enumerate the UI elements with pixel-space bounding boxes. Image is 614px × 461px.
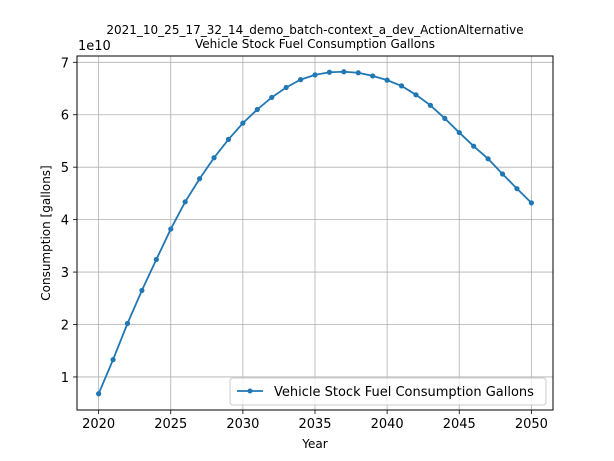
x-tick-label: 2025 — [154, 417, 187, 432]
x-tick-label: 2030 — [226, 417, 259, 432]
data-point — [456, 129, 462, 136]
data-point — [182, 199, 188, 205]
data-point — [485, 156, 491, 162]
y-tick-label: 5 — [61, 161, 69, 176]
data-point — [168, 226, 174, 232]
data-point — [398, 83, 405, 89]
y-tick-label: 6 — [61, 109, 69, 124]
data-point — [528, 200, 534, 206]
x-tick-label: 2035 — [298, 417, 331, 432]
y-tick-label: 7 — [61, 56, 69, 71]
y-tick-label: 1 — [61, 371, 69, 386]
data-point — [355, 70, 361, 76]
data-point — [384, 77, 390, 83]
series-layer — [96, 69, 534, 397]
grid — [77, 56, 553, 410]
x-tick-label: 2045 — [443, 417, 476, 432]
data-point — [499, 171, 506, 177]
y-tick-label: 3 — [61, 266, 69, 281]
data-point — [254, 106, 260, 113]
data-point — [153, 256, 159, 263]
legend-label: Vehicle Stock Fuel Consumption Gallons — [274, 385, 534, 400]
y-axis: 1 2 3 4 5 6 7 — [61, 56, 77, 386]
data-point — [211, 155, 217, 161]
y-axis-label: Consumption [gallons] — [39, 165, 53, 301]
data-point — [427, 102, 433, 108]
data-point — [312, 72, 318, 78]
data-point — [225, 136, 232, 142]
chart-subtitle: Vehicle Stock Fuel Consumption Gallons — [195, 37, 435, 51]
data-point — [139, 287, 145, 294]
x-tick-label: 2050 — [515, 417, 548, 432]
data-point — [283, 84, 289, 91]
chart-title: 2021_10_25_17_32_14_demo_batch-context_a… — [106, 23, 523, 37]
data-point — [240, 120, 246, 126]
data-point — [471, 143, 477, 149]
data-point — [514, 186, 520, 192]
y-offset-label: 1e10 — [78, 39, 111, 54]
x-tick-label: 2040 — [371, 417, 404, 432]
legend-marker-swatch — [247, 388, 253, 394]
x-axis: 2020 2025 2030 2035 2040 2045 2050 — [82, 410, 548, 432]
legend: Vehicle Stock Fuel Consumption Gallons — [229, 377, 547, 406]
data-point — [370, 73, 376, 79]
data-point — [341, 69, 347, 75]
data-point — [110, 357, 116, 363]
data-point — [124, 320, 131, 327]
x-axis-label: Year — [301, 437, 327, 451]
data-point — [297, 77, 304, 83]
data-point — [197, 176, 203, 182]
x-tick-label: 2020 — [82, 417, 115, 432]
data-point — [269, 94, 275, 101]
data-point — [442, 115, 448, 122]
data-point — [96, 391, 102, 397]
y-tick-label: 4 — [61, 214, 69, 229]
data-point — [326, 69, 333, 75]
data-point — [413, 92, 419, 98]
y-tick-label: 2 — [61, 319, 69, 334]
legend-box — [229, 377, 547, 406]
